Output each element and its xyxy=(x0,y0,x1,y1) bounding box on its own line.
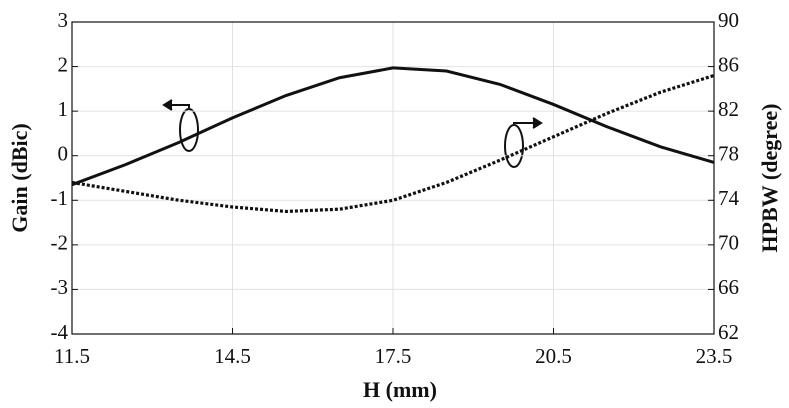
series-line xyxy=(71,66,715,187)
annotations xyxy=(162,99,543,168)
y2-tick-label: 70 xyxy=(718,231,739,255)
y-tick-label: 0 xyxy=(58,142,69,166)
y2-tick-label: 90 xyxy=(718,8,739,32)
y2-tick-label: 82 xyxy=(718,97,739,121)
y2-tick-label: 62 xyxy=(718,320,739,344)
y-tick-label: 1 xyxy=(58,97,69,121)
x-axis-label: H (mm) xyxy=(363,377,437,402)
x-tick-label: 14.5 xyxy=(214,344,251,368)
x-tick-label: 17.5 xyxy=(375,344,412,368)
y-tick-label: 2 xyxy=(58,52,69,76)
x-tick-label: 11.5 xyxy=(54,344,90,368)
y-tick-label: -4 xyxy=(51,320,69,344)
x-tick-label: 20.5 xyxy=(535,344,572,368)
y-tick-label: 3 xyxy=(58,8,69,32)
y2-tick-label: 74 xyxy=(718,186,740,210)
y-axis-label: Gain (dBic) xyxy=(7,123,32,232)
y-tick-label: -2 xyxy=(51,231,69,255)
y-tick-label: -1 xyxy=(51,186,69,210)
y2-tick-label: 78 xyxy=(718,142,739,166)
y-tick-label: -3 xyxy=(51,275,69,299)
y2-axis-label: HPBW (degree) xyxy=(757,104,782,253)
y2-tick-label: 66 xyxy=(718,275,739,299)
plot-frame xyxy=(71,21,715,335)
x-tick-label: 23.5 xyxy=(696,344,733,368)
y2-tick-label: 86 xyxy=(718,52,739,76)
